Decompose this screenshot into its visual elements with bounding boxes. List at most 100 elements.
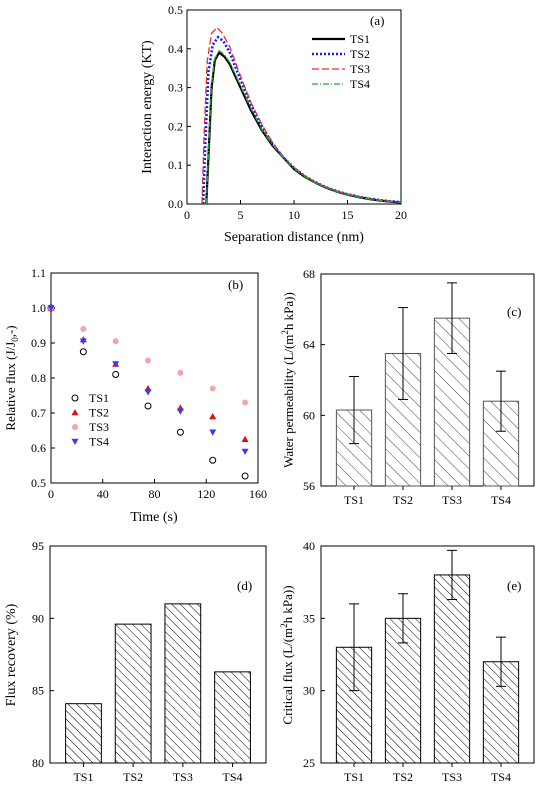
chart-panel-e: TS1 TS2 TS3 TS4 25 30 35 40 (e) Critical flux (… <box>279 539 535 784</box>
x-tick-label-c: TS1 <box>344 493 364 507</box>
data-point-ts4 <box>79 338 87 345</box>
x-tick-label-c: TS4 <box>491 493 511 507</box>
y-tick-label-d: 95 <box>32 539 44 553</box>
legend-label-ts1: TS1 <box>89 391 109 405</box>
data-point-ts4 <box>47 305 55 312</box>
plot-frame-d <box>49 545 267 764</box>
bars-d <box>65 603 251 764</box>
y-tick-label-e: 25 <box>303 756 315 770</box>
x-tick-label-a: 5 <box>238 208 244 222</box>
bar-ts2 <box>114 623 152 764</box>
series-line-ts3 <box>201 26 402 205</box>
x-tick-label-a: 15 <box>342 208 354 222</box>
panel-label-b: (b) <box>228 277 243 292</box>
x-tick-label-b: 40 <box>97 487 109 501</box>
x-tick-label-d: TS3 <box>173 770 193 784</box>
panel-label-a: (a) <box>370 13 384 28</box>
y-tick-label-a: 0.2 <box>168 119 183 133</box>
data-point-ts4 <box>241 448 249 455</box>
data-point-ts4 <box>144 389 152 396</box>
bar-ts1 <box>65 703 102 764</box>
plot-frame-c <box>320 273 535 487</box>
data-point-ts1 <box>209 456 217 464</box>
chart-panel-a: 0 5 10 15 20 0.0 0.1 0.2 0.3 0.4 0.5 (a) TS1TS2TS3… <box>140 3 407 245</box>
y-tick-label-a: 0.5 <box>168 3 183 17</box>
x-tick-label-c: TS2 <box>393 493 413 507</box>
y-tick-label-b: 1.0 <box>31 301 46 315</box>
data-point-ts4 <box>209 429 217 436</box>
y-tick-label-d: 90 <box>32 611 44 625</box>
x-tick-label-b: 80 <box>149 487 161 501</box>
legend-marker-ts1 <box>71 394 79 402</box>
chart-panel-c: TS1 TS2 TS3 TS4 56 60 64 68 (c) Water permeabil… <box>280 267 535 507</box>
y-tick-label-a: 0.3 <box>168 81 183 95</box>
y-axis-label-a: Interaction energy (KT) <box>140 40 155 174</box>
y-tick-label-a: 0.1 <box>168 158 183 172</box>
plot-frame-e <box>320 545 535 764</box>
bar-ts3 <box>164 603 202 764</box>
y-axis-label-b: Relative flux (J/J0,-) <box>3 325 20 430</box>
legend-label-ts1: TS1 <box>350 32 370 46</box>
data-point-ts3 <box>112 338 119 345</box>
x-tick-label-a: 0 <box>184 208 190 222</box>
x-tick-label-a: 10 <box>288 208 300 222</box>
x-tick-label-b: 160 <box>249 487 267 501</box>
bars-e <box>335 549 520 764</box>
x-tick-label-b: 0 <box>48 487 54 501</box>
legend-label-ts3: TS3 <box>89 420 109 434</box>
data-point-ts1 <box>241 472 249 480</box>
y-tick-label-b: 0.9 <box>31 336 46 350</box>
y-tick-label-a: 0.4 <box>168 42 183 56</box>
y-tick-label-e: 35 <box>303 611 315 625</box>
panel-label-e: (e) <box>507 578 521 593</box>
data-point-ts3 <box>145 357 152 364</box>
data-point-ts2 <box>209 413 217 420</box>
legend-label-ts4: TS4 <box>89 435 109 449</box>
axis-ticks-e: TS1 TS2 TS3 TS4 25 30 35 40 <box>303 539 511 784</box>
legend-label-ts4: TS4 <box>350 77 370 91</box>
axis-ticks-a: 0 5 10 15 20 0.0 0.1 0.2 0.3 0.4 0.5 <box>168 3 407 222</box>
y-tick-label-e: 30 <box>303 684 315 698</box>
x-tick-label-e: TS4 <box>491 770 511 784</box>
data-point-ts3 <box>177 369 184 376</box>
legend-label-ts2: TS2 <box>350 47 370 61</box>
x-tick-label-e: TS1 <box>344 770 364 784</box>
legend-marker-ts3 <box>72 424 78 430</box>
y-tick-label-b: 0.6 <box>31 441 46 455</box>
x-tick-label-d: TS2 <box>123 770 143 784</box>
data-point-ts4 <box>112 361 120 368</box>
y-tick-label-b: 0.8 <box>31 371 46 385</box>
y-axis-label-e: Critical flux (L/(m2h kPa)) <box>279 585 295 724</box>
panel-label-d: (d) <box>237 578 252 593</box>
legend-label-ts3: TS3 <box>350 62 370 76</box>
axis-ticks-b: 0 40 80 120 160 0.5 0.6 0.7 0.8 0.9 1.0 1.1 <box>31 266 267 501</box>
data-point-ts3 <box>242 399 249 406</box>
x-axis-label-a: Separation distance (nm) <box>224 230 364 245</box>
axis-ticks-c: TS1 TS2 TS3 TS4 56 60 64 68 <box>303 267 511 507</box>
series-line-ts4 <box>205 49 402 205</box>
legend-label-ts2: TS2 <box>89 406 109 420</box>
y-axis-label-d: Flux recovery (%) <box>4 603 19 706</box>
data-point-ts2 <box>241 435 249 443</box>
x-tick-label-b: 120 <box>197 487 215 501</box>
x-tick-label-c: TS3 <box>442 493 462 507</box>
x-tick-label-e: TS3 <box>442 770 462 784</box>
x-tick-label-d: TS1 <box>73 770 93 784</box>
bar-ts4 <box>214 671 251 764</box>
y-tick-label-c: 60 <box>303 408 315 422</box>
data-point-ts4 <box>176 408 184 415</box>
axis-ticks-d: TS1 TS2 TS3 TS4 80 85 90 95 <box>32 539 243 784</box>
data-point-ts1 <box>144 402 152 410</box>
chart-panel-d: TS1 TS2 TS3 TS4 80 85 90 95 (d) Flux recovery (… <box>4 539 267 784</box>
y-tick-label-b: 0.5 <box>31 476 46 490</box>
bar-ts3 <box>433 574 471 764</box>
y-tick-label-c: 56 <box>303 479 315 493</box>
y-axis-label-c: Water permeability (L/(m2h kPa)) <box>280 292 296 468</box>
y-tick-label-c: 64 <box>303 338 315 352</box>
x-tick-label-e: TS2 <box>393 770 413 784</box>
data-point-ts1 <box>176 428 184 436</box>
data-point-ts3 <box>209 385 216 392</box>
